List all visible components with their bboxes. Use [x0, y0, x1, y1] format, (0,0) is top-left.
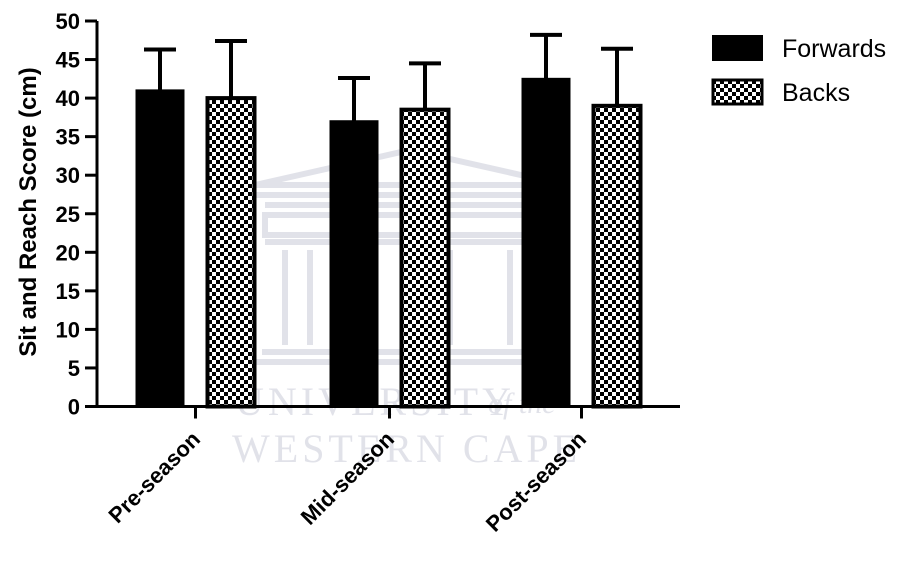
bar-backs-pre-season	[205, 96, 257, 409]
error-bars-group	[144, 32, 633, 122]
y-axis-title: Sit and Reach Score (cm)	[15, 67, 42, 356]
legend-swatch-backs	[711, 78, 764, 106]
y-tick-label: 10	[56, 317, 80, 342]
bars-group	[135, 77, 643, 409]
y-tick-label: 30	[56, 163, 80, 188]
legend-label-forwards: Forwards	[782, 35, 886, 63]
y-tick-label: 20	[56, 240, 80, 265]
x-tick-label: Pre-season	[103, 426, 205, 528]
y-tick-label: 35	[56, 125, 80, 150]
legend: Forwards Backs	[711, 35, 886, 107]
legend-swatch-forwards	[712, 35, 763, 61]
y-tick-label: 25	[56, 202, 80, 227]
y-tick-label: 0	[68, 395, 80, 420]
bar-backs-mid-season	[399, 107, 451, 409]
bar-forwards-post-season	[521, 77, 571, 408]
y-tick-label: 15	[56, 279, 80, 304]
legend-label-backs: Backs	[782, 79, 850, 107]
watermark-line2: WESTERN CAPE	[232, 426, 581, 471]
bar-forwards-mid-season	[329, 120, 379, 408]
y-tick-label: 45	[56, 48, 80, 73]
bar-backs-post-season	[591, 103, 643, 409]
y-tick-label: 5	[68, 356, 80, 381]
y-axis-ticks: 0 5 10 15 20 25 30 35 40 45 50	[56, 9, 97, 420]
bar-forwards-pre-season	[135, 89, 185, 408]
y-tick-label: 50	[56, 9, 80, 34]
y-tick-label: 40	[56, 86, 80, 111]
